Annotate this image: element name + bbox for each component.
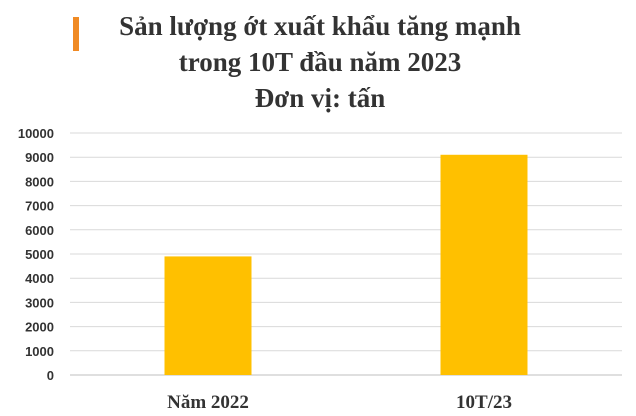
y-tick-label-6000: 6000 bbox=[25, 223, 54, 238]
chart-title-line-1: Sản lượng ớt xuất khẩu tăng mạnh bbox=[119, 11, 521, 41]
y-tick-label-8000: 8000 bbox=[25, 174, 54, 189]
bar-1 bbox=[164, 256, 252, 375]
y-tick-label-9000: 9000 bbox=[25, 150, 54, 165]
y-tick-label-4000: 4000 bbox=[25, 271, 54, 286]
y-tick-label-7000: 7000 bbox=[25, 199, 54, 214]
y-tick-label-3000: 3000 bbox=[25, 295, 54, 310]
y-tick-label-1000: 1000 bbox=[25, 344, 54, 359]
chart-title-line-3: Đơn vị: tấn bbox=[254, 83, 386, 113]
chart-title-line-2: trong 10T đầu năm 2023 bbox=[178, 47, 462, 77]
y-tick-label-5000: 5000 bbox=[25, 247, 54, 262]
title-accent-bar bbox=[73, 17, 79, 51]
x-category-label-2: 10T/23 bbox=[456, 392, 512, 413]
x-category-label-1: Năm 2022 bbox=[167, 392, 249, 413]
chart-title: Sản lượng ớt xuất khẩu tăng mạnh trong 1… bbox=[80, 8, 560, 116]
y-tick-label-10000: 10000 bbox=[18, 126, 54, 141]
y-tick-label-2000: 2000 bbox=[25, 320, 54, 335]
bar-2 bbox=[440, 154, 528, 375]
y-tick-label-0: 0 bbox=[47, 368, 54, 383]
